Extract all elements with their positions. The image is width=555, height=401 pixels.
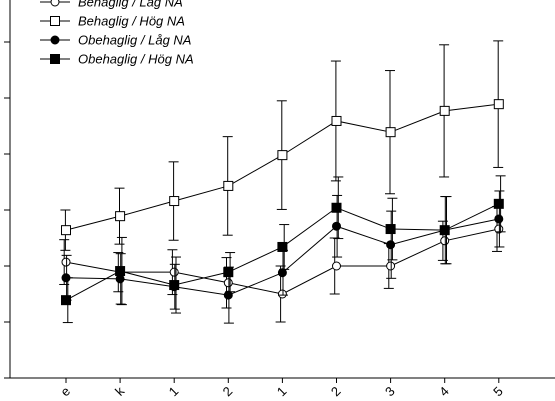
marker xyxy=(223,180,234,191)
x-tick-label: 2 xyxy=(220,384,236,400)
marker xyxy=(493,198,504,209)
marker xyxy=(277,268,287,278)
marker xyxy=(385,127,396,138)
legend-label: Obehaglig / Hög NA xyxy=(78,51,194,66)
x-tick-label: 2 xyxy=(328,384,344,400)
marker xyxy=(385,224,396,235)
marker xyxy=(277,289,287,299)
marker xyxy=(440,236,450,246)
marker xyxy=(332,221,341,231)
marker xyxy=(169,196,180,207)
x-tick-label: 1 xyxy=(274,384,290,400)
marker xyxy=(61,295,71,306)
marker xyxy=(115,266,126,277)
marker xyxy=(223,290,233,300)
legend-marker xyxy=(50,54,60,64)
legend-marker xyxy=(50,16,60,26)
marker xyxy=(61,225,71,236)
marker xyxy=(494,214,504,224)
legend-marker xyxy=(50,35,60,45)
marker xyxy=(115,274,125,284)
marker xyxy=(169,280,180,291)
marker xyxy=(439,225,450,236)
x-tick-label: k xyxy=(112,383,128,399)
marker xyxy=(493,99,504,110)
marker xyxy=(386,261,396,271)
marker xyxy=(331,202,342,213)
marker xyxy=(61,257,71,267)
marker xyxy=(332,261,341,271)
x-tick-label: e xyxy=(57,384,73,400)
marker xyxy=(169,267,179,277)
marker xyxy=(277,241,288,252)
x-tick-label: 3 xyxy=(382,384,398,400)
legend-label: Behaglig / Låg NA xyxy=(78,0,183,9)
marker xyxy=(439,105,450,116)
marker xyxy=(223,267,234,278)
legend-marker xyxy=(50,0,60,7)
x-tick-label: 4 xyxy=(436,384,452,400)
x-tick-label: 1 xyxy=(166,384,182,400)
legend-label: Obehaglig / Låg NA xyxy=(78,32,191,47)
marker xyxy=(331,115,342,126)
series-line xyxy=(65,203,500,301)
marker xyxy=(115,211,126,222)
series-line xyxy=(65,103,499,231)
marker xyxy=(223,278,233,288)
x-tick-label: 5 xyxy=(490,384,506,400)
marker xyxy=(386,240,396,250)
marker xyxy=(277,150,288,161)
legend-label: Behaglig / Hög NA xyxy=(78,13,185,28)
series-line xyxy=(65,228,499,295)
